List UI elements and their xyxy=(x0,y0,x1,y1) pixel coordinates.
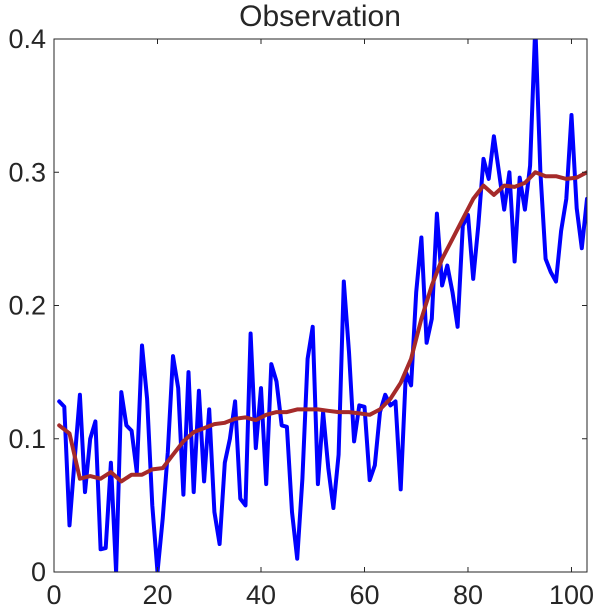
axes: 0 20 40 60 80 100 0 0.1 0.2 0.3 0.4 xyxy=(8,24,594,610)
y-tick-label: 0.3 xyxy=(8,157,46,187)
x-tick-label: 80 xyxy=(453,580,483,610)
x-tick-label: 100 xyxy=(549,580,594,610)
series-line-2 xyxy=(57,170,587,484)
chart-title: Observation xyxy=(239,0,401,33)
y-tick-label: 0.2 xyxy=(8,291,46,321)
series-line-1 xyxy=(57,39,587,572)
plot-area xyxy=(57,39,587,572)
x-tick-label: 0 xyxy=(46,580,61,610)
axes-box xyxy=(53,38,588,573)
x-tick-label: 60 xyxy=(349,580,379,610)
x-tick-label: 20 xyxy=(142,580,172,610)
y-tick-label: 0.1 xyxy=(8,424,46,454)
y-tick-label: 0.4 xyxy=(8,24,46,54)
y-tick-label: 0 xyxy=(31,557,46,587)
x-tick-label: 40 xyxy=(246,580,276,610)
